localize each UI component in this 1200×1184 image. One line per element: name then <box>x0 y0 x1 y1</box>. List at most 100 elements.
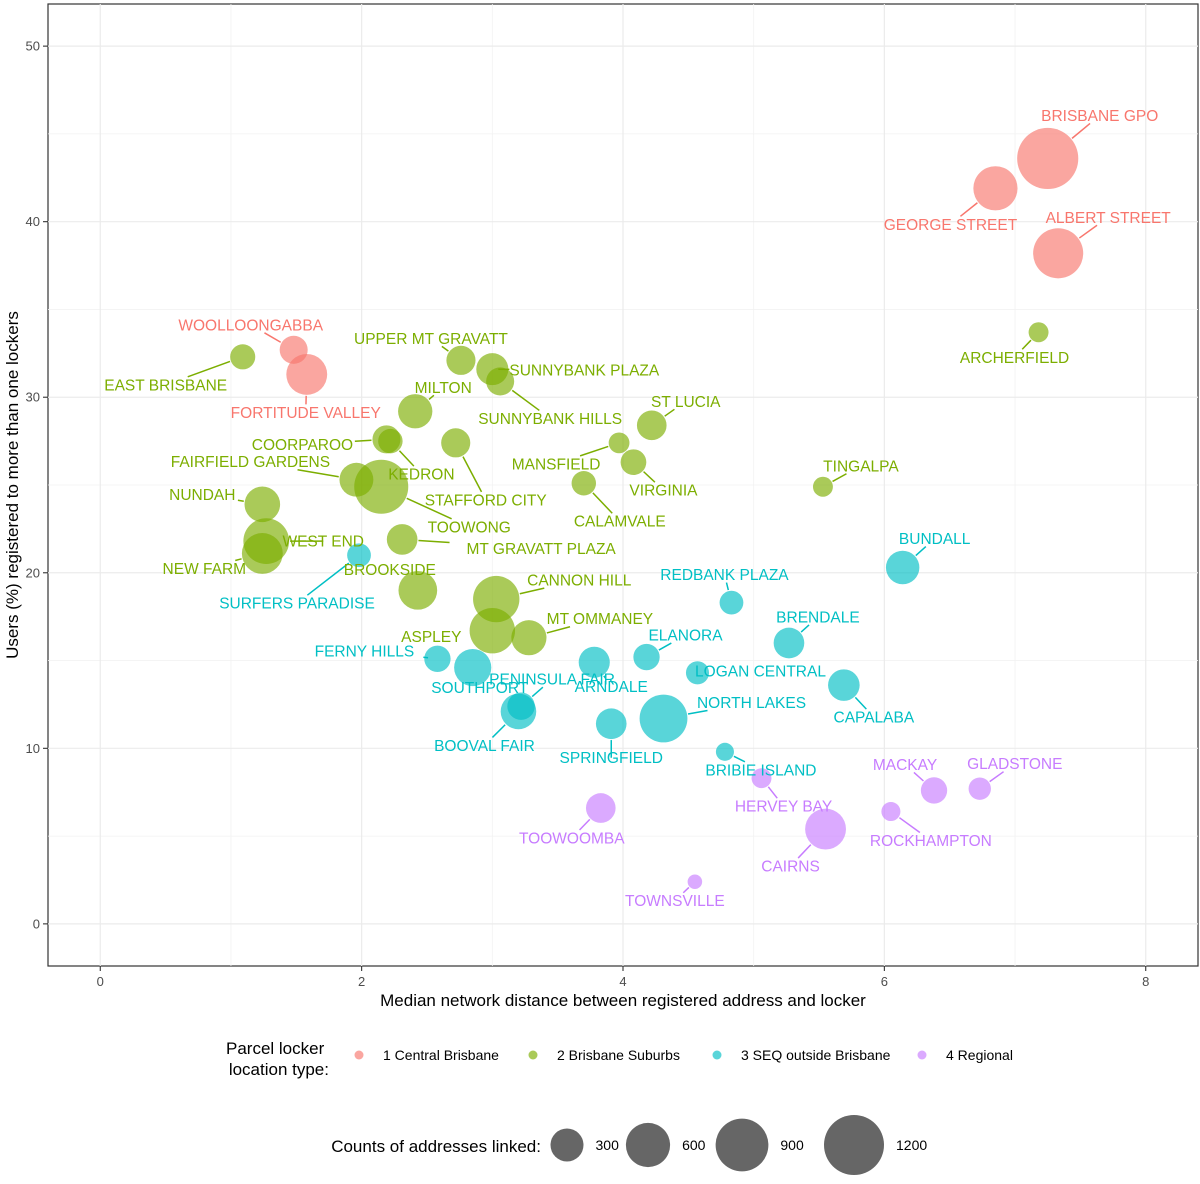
label-leader-line <box>797 844 812 859</box>
point-label: GLADSTONE <box>967 756 1062 773</box>
label-leader-lines <box>187 122 1098 894</box>
point-label: EAST BRISBANE <box>104 377 227 394</box>
label-leader-line <box>462 456 483 493</box>
point-label: ASPLEY <box>401 629 461 646</box>
y-tick-label: 20 <box>26 565 40 580</box>
color-legend-key <box>528 1050 538 1060</box>
point-label: MACKAY <box>873 757 937 774</box>
data-point <box>571 471 597 496</box>
label-leader-line <box>989 771 1004 783</box>
data-point <box>885 550 920 585</box>
data-point <box>595 708 627 740</box>
label-leader-line <box>854 696 867 710</box>
data-point <box>511 620 547 656</box>
point-label: COORPAROO <box>252 437 353 454</box>
data-point <box>398 394 433 429</box>
data-point <box>507 692 535 720</box>
point-label: CANNON HILL <box>527 573 632 590</box>
data-point <box>968 777 991 800</box>
point-label: ROCKHAMPTON <box>870 833 992 850</box>
label-leader-line <box>664 408 675 417</box>
label-leader-line <box>578 818 591 831</box>
y-tick-label: 0 <box>33 916 40 931</box>
y-tick-label: 50 <box>26 39 40 54</box>
label-leader-line <box>519 587 545 595</box>
point-label: BRISBANE GPO <box>1041 108 1158 125</box>
x-tick-label: 6 <box>881 974 888 989</box>
x-axis-title: Median network distance between register… <box>380 991 866 1010</box>
point-label: ALBERT STREET <box>1046 210 1172 227</box>
point-label: REDBANK PLAZA <box>660 567 789 584</box>
point-label: ARNDALE <box>575 679 648 696</box>
point-label: KEDRON <box>388 467 454 484</box>
axis-ticks: 0 2 4 6 8 0 10 20 30 40 50 <box>26 39 1150 989</box>
label-leader-line <box>354 439 372 442</box>
label-leader-line <box>898 817 921 834</box>
point-label: FAIRFIELD GARDENS <box>171 454 330 471</box>
data-point <box>1033 228 1084 279</box>
label-leader-line <box>441 345 449 352</box>
x-tick-label: 0 <box>97 974 104 989</box>
data-point <box>639 694 688 743</box>
data-point <box>773 627 805 659</box>
point-label: WEST END <box>282 534 364 551</box>
data-point <box>454 648 492 687</box>
size-legend-label: 1200 <box>896 1137 927 1153</box>
point-label: VIRGINIA <box>629 483 698 500</box>
label-leader-line <box>428 394 435 401</box>
data-point <box>608 432 630 454</box>
point-label: CAPALABA <box>834 710 915 727</box>
label-leader-line <box>531 686 544 698</box>
label-leader-line <box>643 471 656 483</box>
label-leader-line <box>264 332 282 343</box>
data-point <box>636 410 667 441</box>
data-point <box>719 590 744 615</box>
color-legend-key <box>712 1050 722 1060</box>
label-leader-line <box>913 771 924 782</box>
data-point <box>1017 127 1079 190</box>
label-leader-line <box>423 656 429 659</box>
color-legend-label: 2 Brisbane Suburbs <box>557 1047 680 1063</box>
point-label: PENINSULA FAIR <box>489 672 615 689</box>
size-legend-key <box>824 1115 884 1175</box>
point-label: SURFERS PARADISE <box>219 596 375 613</box>
data-point <box>687 874 703 890</box>
point-label: MANSFIELD <box>512 456 601 473</box>
point-label: ST LUCIA <box>651 394 721 411</box>
label-leader-line <box>235 558 242 562</box>
size-legend-key <box>625 1122 671 1168</box>
data-point <box>446 345 476 375</box>
data-point <box>881 801 901 822</box>
grid <box>48 4 1198 966</box>
label-leader-line <box>733 755 746 763</box>
point-label: NUNDAH <box>169 487 235 504</box>
color-legend-label: 4 Regional <box>946 1047 1013 1063</box>
data-point <box>1028 322 1049 343</box>
label-leader-line <box>1021 339 1032 350</box>
point-label: GEORGE STREET <box>884 217 1018 234</box>
point-label: TOWNSVILLE <box>625 893 725 910</box>
data-point <box>386 524 418 555</box>
label-leader-line <box>682 886 690 894</box>
data-point <box>347 543 371 568</box>
x-tick-label: 8 <box>1142 974 1149 989</box>
data-point <box>244 486 281 523</box>
point-label: MT OMMANEY <box>547 611 654 628</box>
label-leader-line <box>297 468 339 478</box>
point-label: TINGALPA <box>823 458 899 475</box>
label-leader-line <box>398 450 415 467</box>
point-label: NORTH LAKES <box>697 695 806 712</box>
y-tick-label: 40 <box>26 214 40 229</box>
data-points <box>230 127 1084 890</box>
point-label: BRIBIE ISLAND <box>705 762 816 779</box>
data-point <box>751 768 772 789</box>
label-leader-line <box>546 626 571 634</box>
point-label: FERNY HILLS <box>315 643 415 660</box>
label-leader-line <box>1071 122 1091 139</box>
label-leader-line <box>959 202 978 217</box>
label-leader-line <box>511 389 540 412</box>
size-legend-label: 900 <box>780 1137 804 1153</box>
label-leader-line <box>579 445 609 457</box>
point-label: CAIRNS <box>761 859 820 876</box>
label-leader-line <box>687 709 708 715</box>
